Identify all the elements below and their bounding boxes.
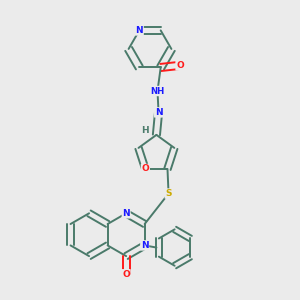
Text: O: O — [176, 61, 184, 70]
Text: N: N — [136, 26, 143, 35]
Text: N: N — [141, 241, 148, 250]
Text: O: O — [122, 270, 130, 279]
Text: NH: NH — [150, 86, 165, 95]
Text: H: H — [141, 126, 148, 135]
Text: N: N — [155, 108, 162, 117]
Text: N: N — [122, 209, 130, 218]
Text: O: O — [142, 164, 149, 173]
Text: S: S — [165, 189, 172, 198]
